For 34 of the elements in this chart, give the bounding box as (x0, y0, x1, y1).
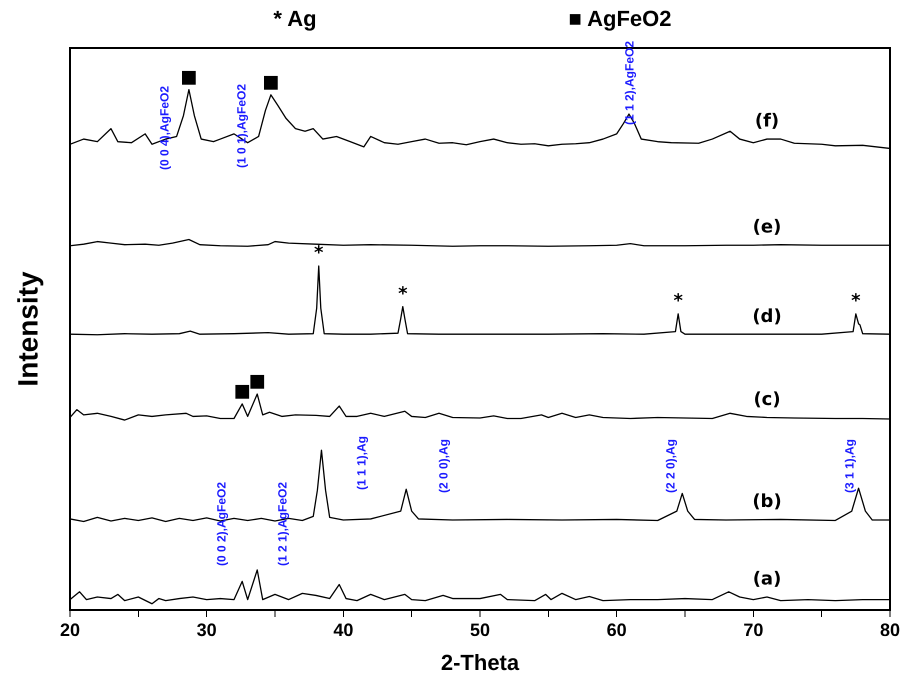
x-axis-title: 2-Theta (440, 650, 520, 675)
annotation: * (398, 283, 408, 304)
series-label: (e) (752, 216, 782, 238)
annotation: * (851, 290, 862, 312)
annotation: (2 2 0),Ag (663, 438, 678, 493)
text: ■ AgFeO2 (568, 6, 672, 32)
annotation: (1 2 1),AgFeO2 (275, 482, 290, 566)
x-tick-label: 20 (60, 620, 80, 640)
x-tick-label: 70 (743, 620, 764, 640)
series-label: (c) (753, 389, 781, 410)
annotation: (0 0 4),AgFeO2 (157, 86, 172, 170)
annotation: (1 1 1),Ag (354, 436, 368, 490)
text: * Ag (273, 6, 317, 32)
x-tick-label: 30 (196, 620, 217, 640)
annotation: ■ (262, 72, 280, 93)
annotation: * (673, 290, 684, 312)
annotation: ■ (180, 66, 198, 88)
annotation: ■ (234, 380, 251, 402)
annotation: (1 0 1),AgFeO2 (234, 84, 248, 168)
annotation: (1 1 2),AgFeO2 (622, 40, 636, 125)
y-axis-title: Intensity (12, 271, 44, 387)
x-tick-label: 80 (880, 620, 900, 640)
annotation: (3 1 1),Ag (842, 438, 856, 493)
series-label: (f) (754, 110, 780, 132)
annotation: (0 0 2),AgFeO2 (214, 482, 228, 566)
annotation: (2 0 0),Ag (436, 438, 450, 493)
series-label: (a) (752, 568, 782, 590)
x-tick-label: 60 (606, 620, 627, 640)
annotation: ■ (248, 370, 266, 392)
annotation: * (314, 242, 324, 264)
x-tick-label: 40 (333, 620, 354, 640)
series-label: (b) (752, 491, 782, 512)
x-tick-label: 50 (470, 620, 490, 640)
series-label: (d) (752, 306, 782, 327)
